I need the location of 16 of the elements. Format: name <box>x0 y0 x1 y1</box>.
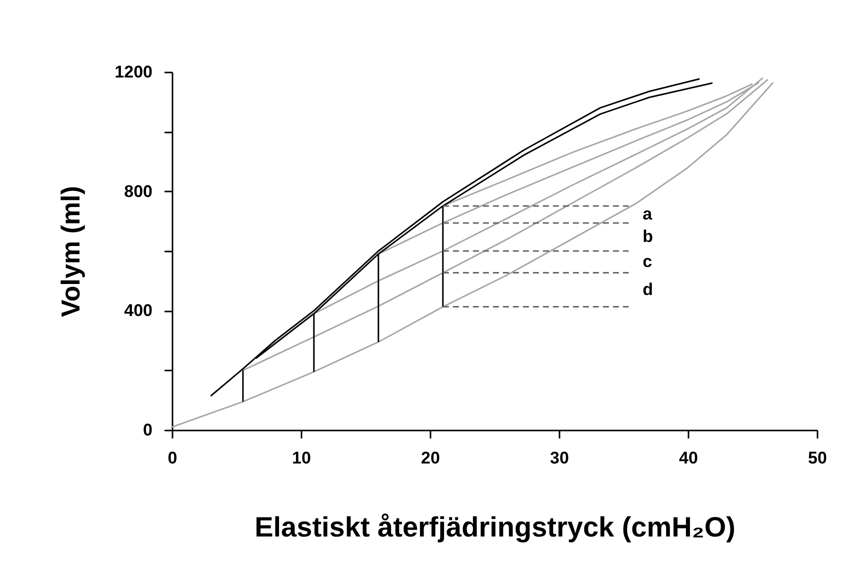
x-tick-label: 20 <box>421 448 440 468</box>
x-tick-label: 40 <box>679 448 698 468</box>
x-tick-label: 0 <box>168 448 178 468</box>
annotation: d <box>642 280 654 299</box>
y-tick-label: 0 <box>143 420 152 440</box>
y-axis-title: Volym (ml) <box>56 186 86 317</box>
x-axis-title: Elastiskt återfjädringstryck (cmH₂O) <box>254 512 736 542</box>
y-tick-label: 800 <box>124 182 152 201</box>
annotation: b <box>642 226 654 246</box>
x-tick-label: 10 <box>292 448 311 468</box>
x-tick-label: 30 <box>550 448 569 468</box>
annotation: a <box>642 204 653 224</box>
x-tick-label: 50 <box>808 448 827 468</box>
y-tick-label: 400 <box>124 301 152 320</box>
annotation: c <box>642 252 652 271</box>
y-tick-label: 1200 <box>114 62 152 82</box>
